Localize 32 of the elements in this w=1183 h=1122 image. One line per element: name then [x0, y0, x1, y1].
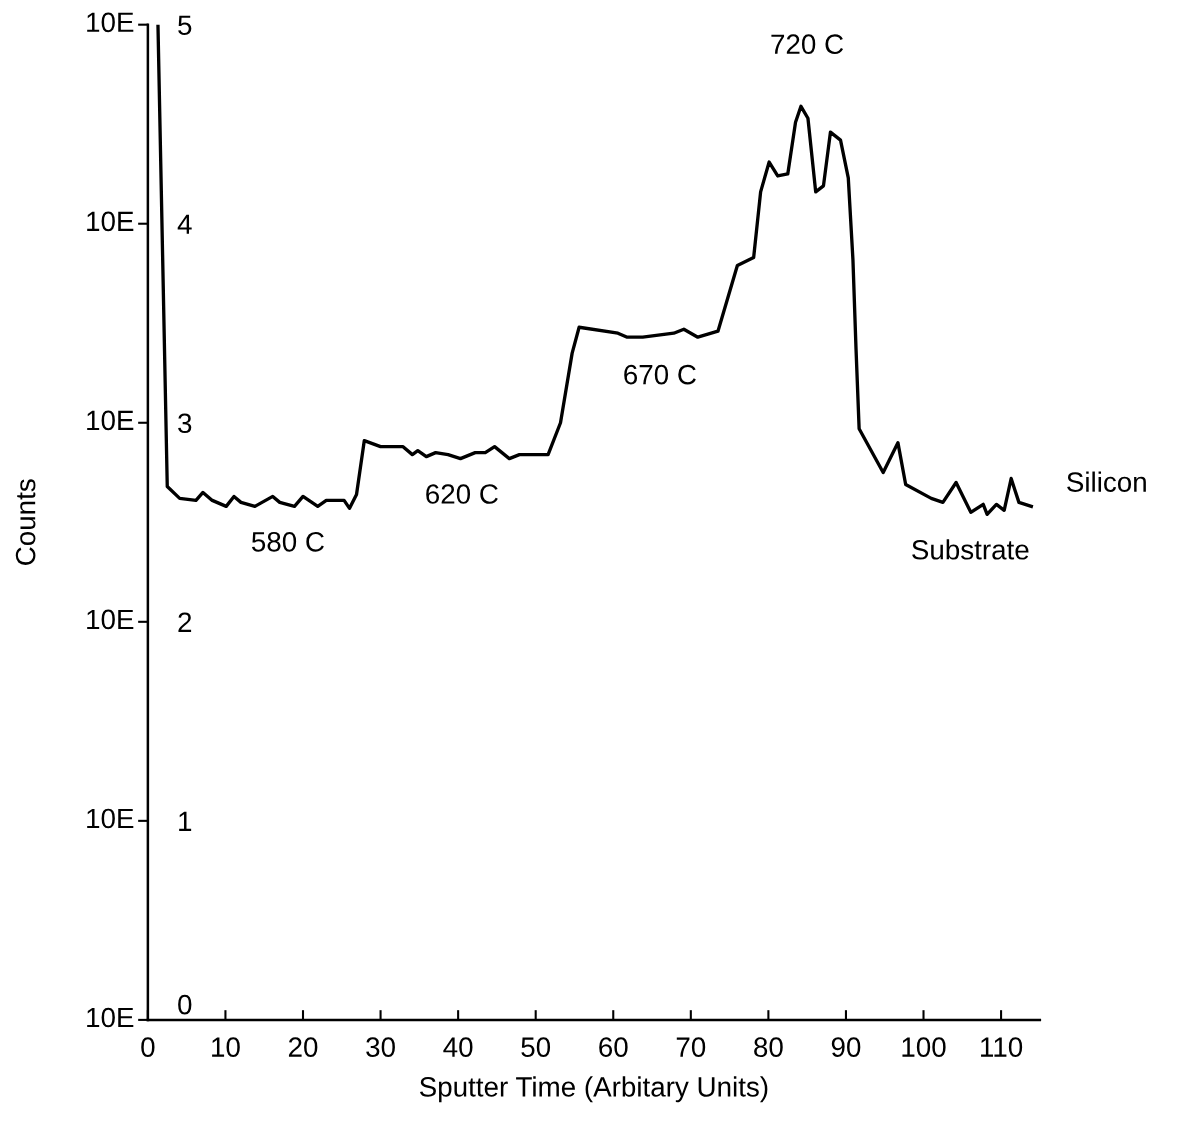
- x-tick-label: 100: [902, 1037, 946, 1057]
- annotation: 580 C: [251, 531, 324, 552]
- x-tick-label: 80: [754, 1037, 783, 1057]
- x-tick-label: 110: [981, 1037, 1023, 1057]
- x-tick-label: 90: [831, 1037, 861, 1057]
- text: 10E: [87, 1007, 134, 1028]
- x-tick-label: 10: [212, 1037, 240, 1057]
- y-axis-title: Counts: [15, 479, 36, 565]
- y-tick-label: 5: [178, 15, 192, 36]
- text: 10E: [87, 609, 134, 630]
- y-tick-label: 2: [178, 612, 192, 632]
- text: Silicon: [1067, 471, 1146, 492]
- x-tick-label: 50: [521, 1037, 551, 1057]
- annotation: Substrate: [912, 539, 1029, 560]
- text: 10E: [87, 410, 134, 431]
- text: 10E: [87, 211, 134, 232]
- annotation: 720 C: [771, 34, 844, 55]
- x-tick-label: 60: [599, 1037, 628, 1057]
- x-tick-label: 30: [366, 1037, 395, 1057]
- x-tick-label: 40: [443, 1037, 473, 1057]
- annotation: 670 C: [624, 364, 696, 385]
- x-tick-label: 70: [676, 1037, 706, 1057]
- y-tick-label: 0: [178, 994, 192, 1015]
- y-tick-label: 4: [177, 214, 192, 234]
- y-tick-label: 3: [178, 413, 192, 434]
- x-tick-label: 20: [288, 1037, 318, 1057]
- text: 10E: [87, 808, 134, 829]
- x-axis-title: Sputter Time (Arbitary Units): [419, 1076, 768, 1103]
- annotation: 620 C: [426, 484, 498, 504]
- text: 10E: [87, 12, 134, 33]
- y-tick-label: 1: [179, 811, 192, 831]
- x-tick-label: 0: [141, 1037, 155, 1057]
